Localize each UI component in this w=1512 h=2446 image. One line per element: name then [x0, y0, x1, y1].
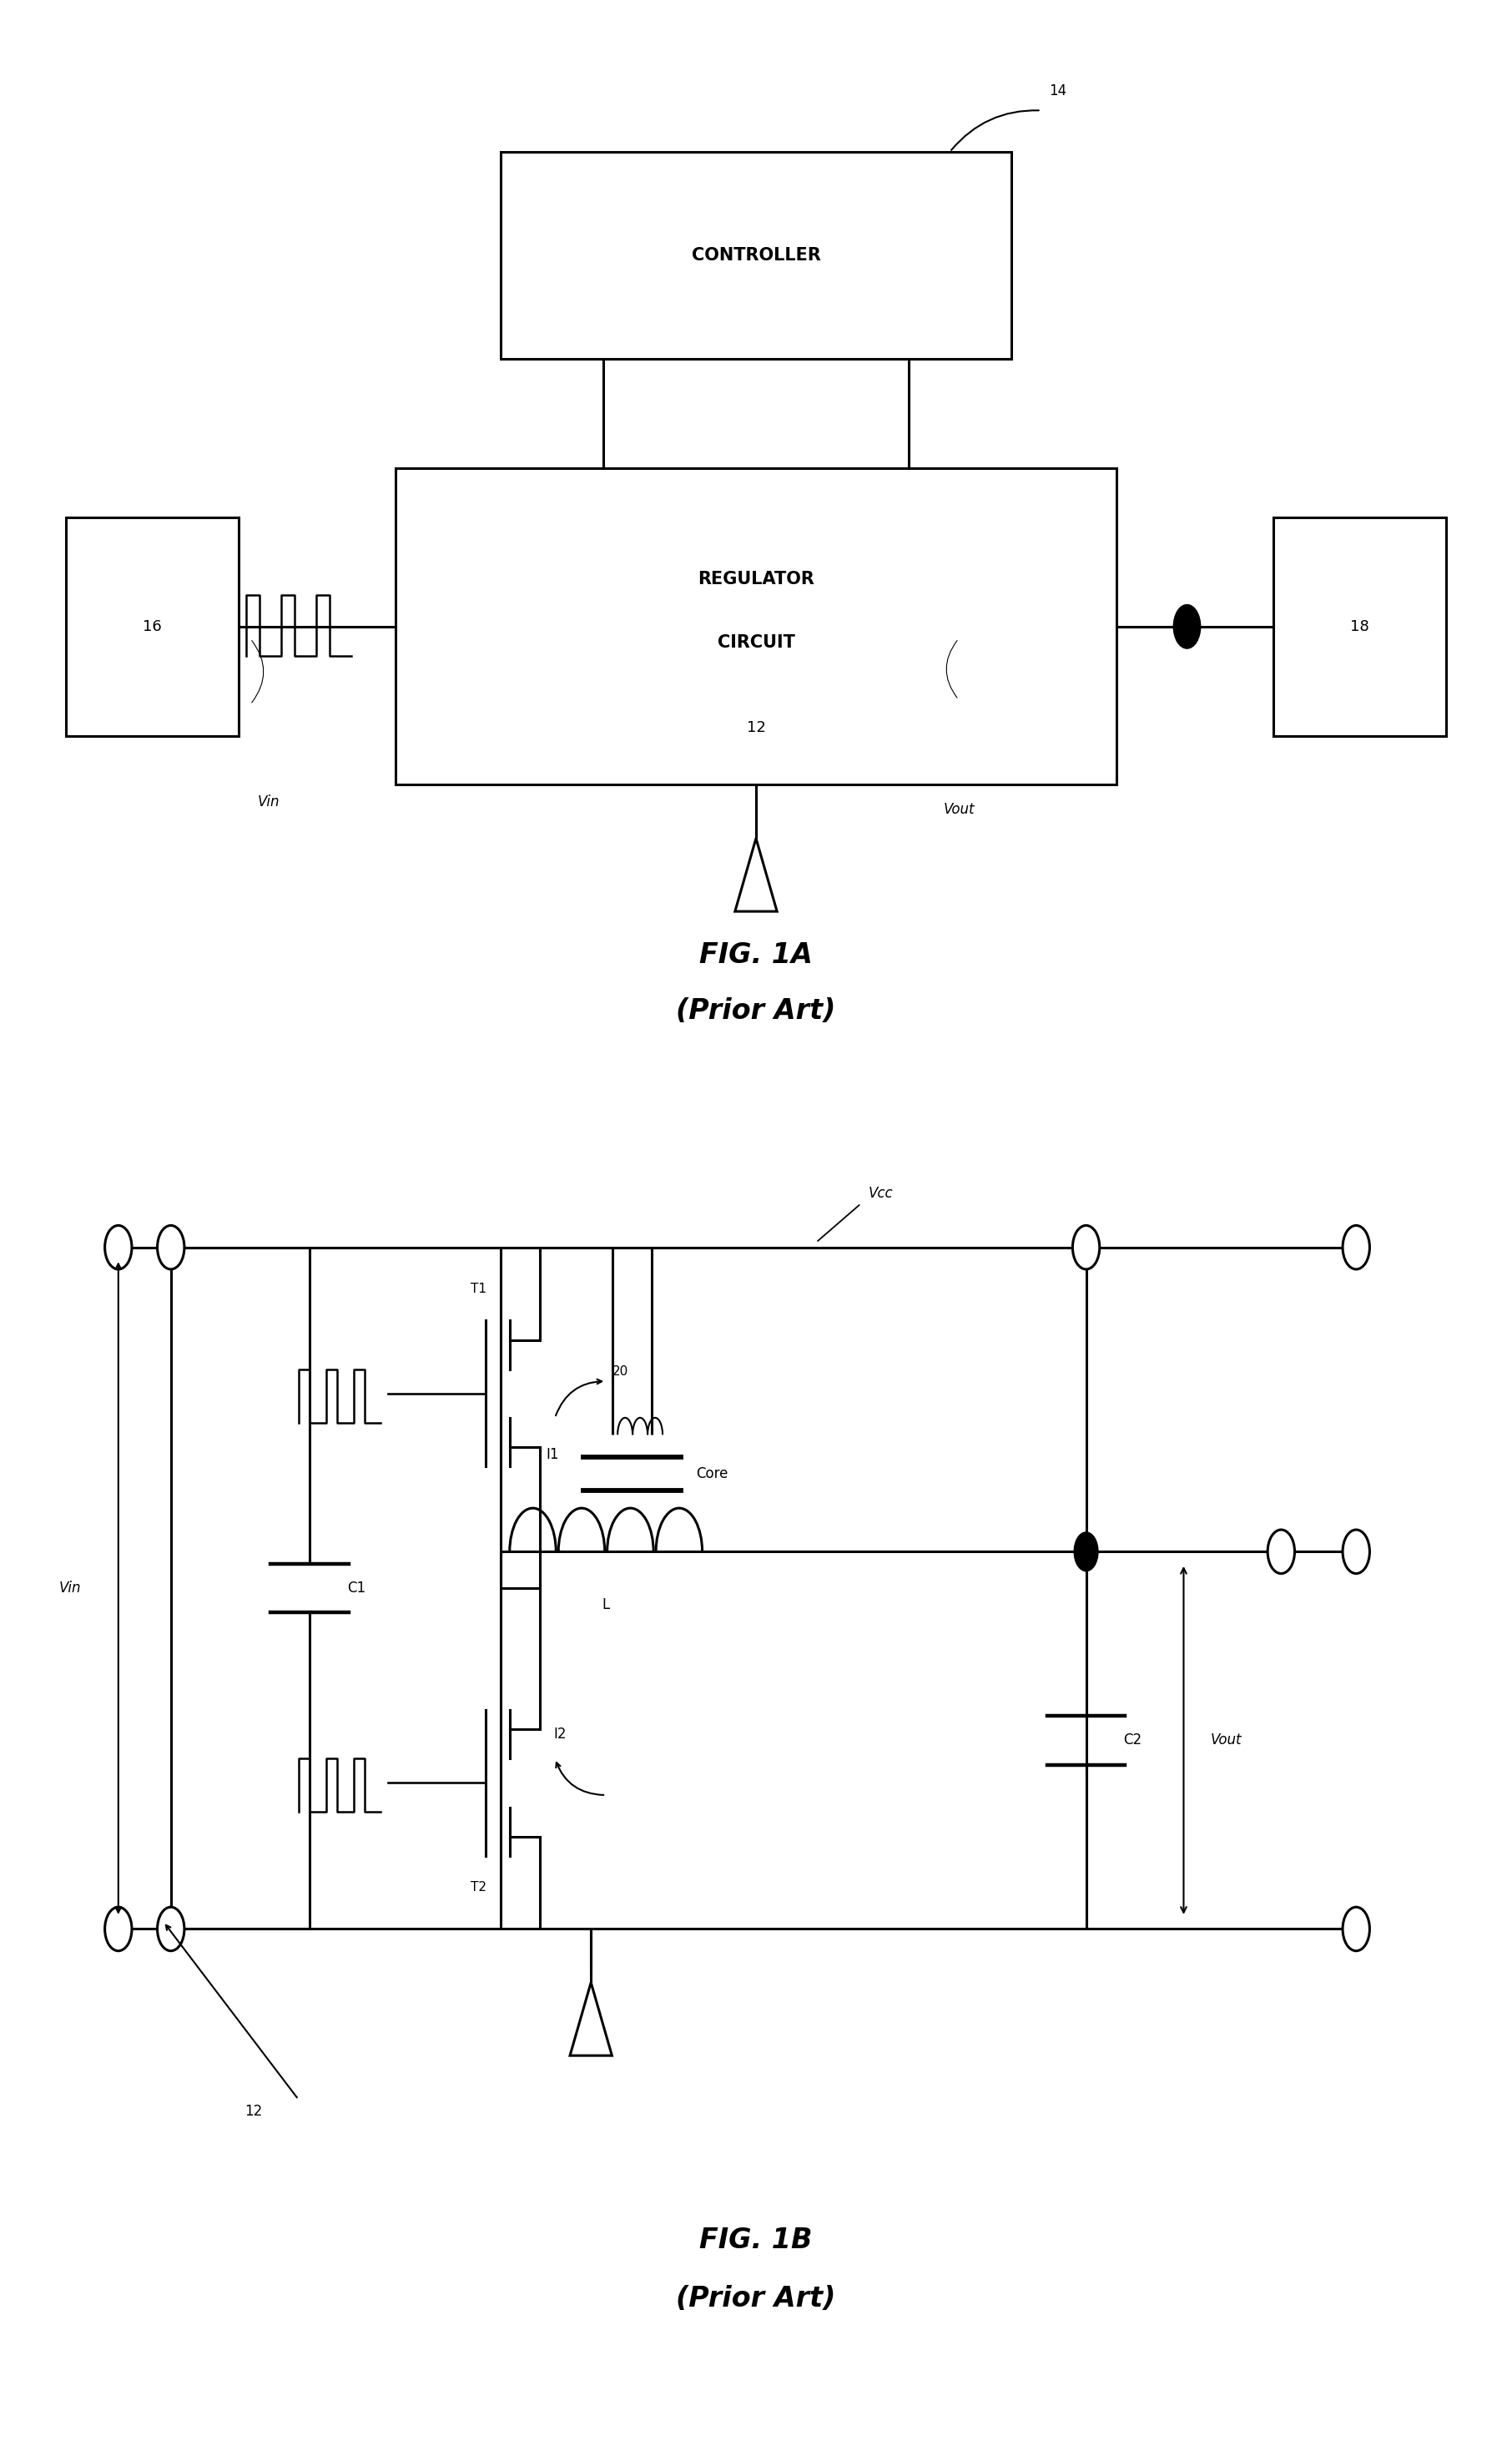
Text: (Prior Art): (Prior Art) [676, 998, 836, 1025]
Text: T2: T2 [470, 1881, 487, 1893]
Text: 18: 18 [1350, 619, 1370, 634]
Text: I1: I1 [546, 1446, 559, 1463]
Text: (Prior Art): (Prior Art) [676, 2285, 836, 2314]
Text: 12: 12 [747, 719, 765, 736]
Text: Core: Core [696, 1465, 727, 1482]
Bar [500, 152, 1012, 360]
Text: REGULATOR: REGULATOR [697, 570, 815, 587]
Text: Vin: Vin [259, 795, 280, 810]
Text: C1: C1 [346, 1580, 366, 1595]
Bar [67, 516, 239, 736]
Circle shape [1343, 1529, 1370, 1573]
Text: T1: T1 [470, 1282, 487, 1294]
Text: 16: 16 [142, 619, 162, 634]
Circle shape [104, 1908, 132, 1952]
Text: C2: C2 [1123, 1732, 1142, 1749]
Text: I2: I2 [553, 1727, 567, 1742]
Circle shape [157, 1908, 184, 1952]
Text: CIRCUIT: CIRCUIT [717, 634, 795, 651]
Circle shape [1267, 1529, 1294, 1573]
Text: Vcc: Vcc [868, 1186, 894, 1201]
Text: 12: 12 [245, 2104, 262, 2118]
Circle shape [1343, 1225, 1370, 1269]
Circle shape [1072, 1225, 1099, 1269]
Text: Vout: Vout [1211, 1732, 1241, 1749]
Text: 14: 14 [1049, 83, 1066, 98]
Polygon shape [735, 839, 777, 912]
Polygon shape [570, 1984, 612, 2055]
Text: FIG. 1A: FIG. 1A [700, 942, 812, 969]
Text: 20: 20 [612, 1365, 629, 1377]
Text: FIG. 1B: FIG. 1B [700, 2226, 812, 2255]
Text: L: L [602, 1597, 609, 1612]
Text: Vin: Vin [59, 1580, 80, 1595]
Text: CONTROLLER: CONTROLLER [691, 247, 821, 264]
Circle shape [104, 1225, 132, 1269]
Bar [396, 467, 1116, 785]
Circle shape [1074, 1531, 1098, 1570]
Circle shape [1343, 1908, 1370, 1952]
Circle shape [1173, 604, 1201, 648]
Bar [1273, 516, 1445, 736]
Circle shape [157, 1225, 184, 1269]
Text: Vout: Vout [943, 802, 975, 817]
